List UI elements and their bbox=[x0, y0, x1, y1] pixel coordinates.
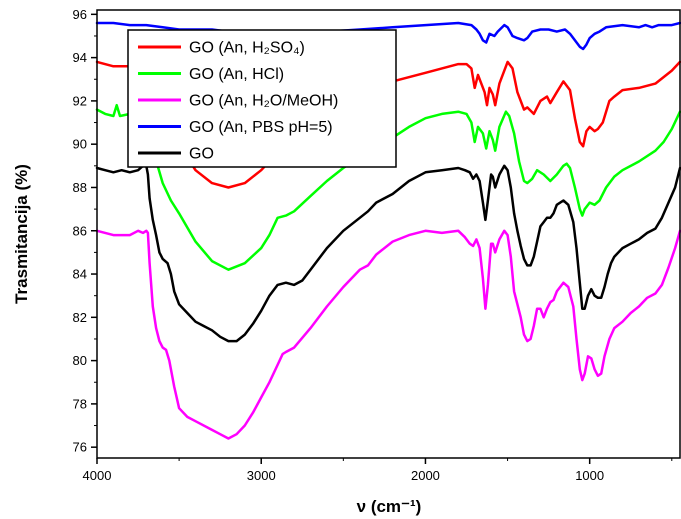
series-line-0 bbox=[95, 60, 681, 189]
legend-label-0: GO (An, H₂SO₄) bbox=[189, 40, 305, 57]
legend-label-4: GO bbox=[189, 146, 214, 163]
x-tick-label: 1000 bbox=[575, 468, 604, 483]
ticks-layer: 76 78 80 82 84 86 88 90 92 94 96 4000 3000 2000 1000 bbox=[73, 7, 673, 483]
y-axis-title: Trasmitancija (%) bbox=[12, 164, 31, 304]
y-tick-label: 80 bbox=[73, 353, 87, 368]
legend-label-3: GO (An, PBS pH=5) bbox=[189, 119, 333, 136]
x-axis-title: ν (cm⁻¹) bbox=[357, 497, 422, 516]
y-tick-label: 86 bbox=[73, 223, 87, 238]
y-tick-label: 96 bbox=[73, 7, 87, 22]
x-tick-label: 3000 bbox=[247, 468, 276, 483]
y-tick-label: 94 bbox=[73, 50, 87, 65]
series-line-4 bbox=[95, 164, 681, 343]
series-line-2 bbox=[95, 229, 681, 440]
legend-label-1: GO (An, HCl) bbox=[189, 66, 284, 83]
y-tick-label: 78 bbox=[73, 396, 87, 411]
legend-label-2: GO (An, H₂O/MeOH) bbox=[189, 93, 338, 110]
y-tick-label: 82 bbox=[73, 310, 87, 325]
legend: GO (An, H₂SO₄) GO (An, HCl) GO (An, H₂O/Me… bbox=[127, 29, 397, 168]
x-tick-label: 4000 bbox=[83, 468, 112, 483]
y-tick-label: 84 bbox=[73, 267, 87, 282]
plot-frame bbox=[96, 9, 681, 459]
y-tick-label: 92 bbox=[73, 93, 87, 108]
y-tick-label: 88 bbox=[73, 180, 87, 195]
x-tick-label: 2000 bbox=[411, 468, 440, 483]
y-tick-label: 90 bbox=[73, 137, 87, 152]
y-tick-label: 76 bbox=[73, 440, 87, 455]
series-line-1 bbox=[95, 103, 681, 271]
